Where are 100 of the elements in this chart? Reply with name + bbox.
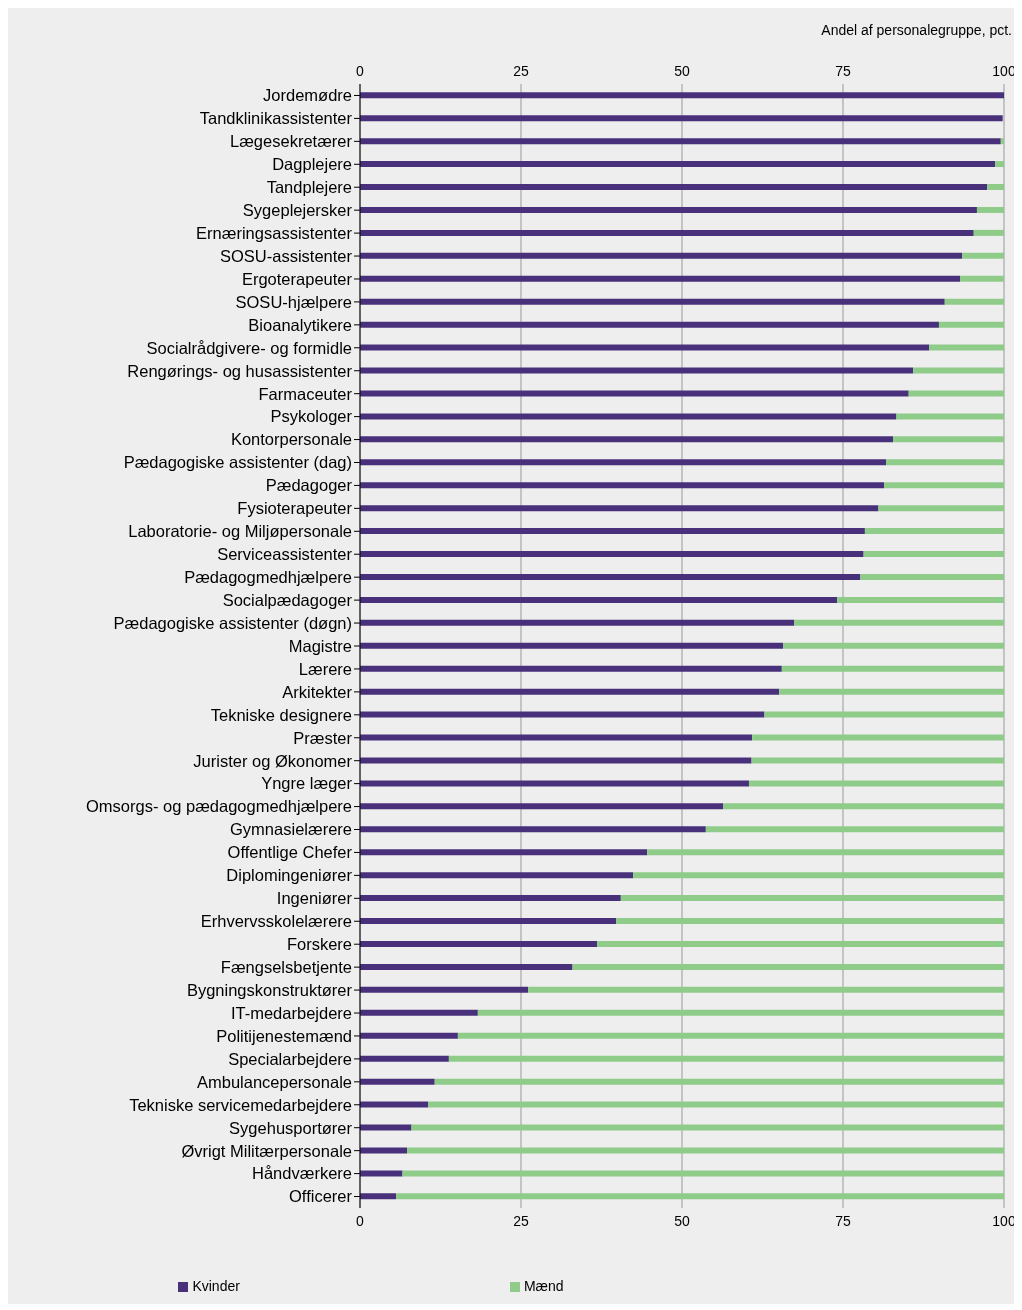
bar (360, 803, 724, 810)
y-tick-label: Officerer (289, 1187, 353, 1206)
bar (878, 505, 1004, 512)
x2-tick-label: 0 (356, 63, 365, 79)
bar (360, 459, 887, 466)
bar (893, 436, 1004, 443)
bar (864, 528, 1004, 535)
x-tick-label: 0 (356, 1212, 365, 1229)
bar (781, 665, 1004, 672)
bar (360, 940, 597, 947)
bar (360, 413, 897, 420)
y-tick-label: Erhvervsskolelærere (200, 912, 352, 931)
bar (616, 918, 1004, 925)
bar (360, 918, 617, 925)
x-tick-label: 50 (674, 1212, 690, 1229)
bar (860, 573, 1004, 580)
bar (913, 367, 1004, 374)
bar (360, 665, 782, 672)
y-tick-label: Ernæringsassistenter (196, 223, 353, 242)
bar (360, 1170, 403, 1177)
bar (896, 413, 1004, 420)
bar (477, 1009, 1004, 1016)
y-tick-label: Pædagogmedhjælpere (184, 568, 352, 587)
bar (360, 229, 974, 236)
bar (929, 344, 1004, 351)
y-tick-label: Sygeplejersker (242, 201, 353, 220)
x-tick-label: 75 (835, 1212, 851, 1229)
bar (987, 184, 1004, 191)
y-tick-label: Pædagogiske assistenter (dag) (123, 453, 352, 472)
bar (837, 596, 1004, 603)
bar (360, 1078, 435, 1085)
bar (360, 92, 1004, 99)
x-axis-title: Andel af personalegruppe, pct. (820, 21, 1013, 40)
bar (448, 1055, 1004, 1062)
bar (973, 229, 1004, 236)
bar (360, 298, 945, 305)
bar (360, 1147, 408, 1154)
bar (884, 482, 1004, 489)
y-tick-label: Gymnasielærere (230, 820, 352, 839)
bar (360, 390, 909, 397)
y-tick-label: Tandplejere (266, 178, 352, 197)
bar (360, 734, 753, 741)
bar (360, 138, 1001, 145)
y-tick-label: Ingeniører (276, 889, 353, 908)
y-tick-label: Pædagogiske assistenter (døgn) (113, 613, 352, 632)
bar (886, 459, 1004, 466)
bar (360, 367, 914, 374)
y-tick-label: Magistre (288, 636, 352, 655)
y-tick-label: Bioanalytikere (248, 315, 352, 334)
bar (360, 505, 879, 512)
bar (723, 803, 1004, 810)
y-tick-label: Dagplejere (272, 155, 352, 174)
bar (748, 780, 1004, 787)
y-tick-label: Specialarbejdere (228, 1049, 352, 1068)
bar (428, 1101, 1004, 1108)
bar (528, 986, 1004, 993)
bar (962, 252, 1004, 259)
y-tick-label: IT-medarbejdere (230, 1003, 352, 1022)
y-tick-label: Håndværkere (252, 1164, 352, 1183)
bar (360, 780, 749, 787)
bar (360, 161, 995, 168)
y-tick-label: Øvrigt Militærpersonale (181, 1141, 352, 1160)
bar (360, 826, 706, 833)
y-tick-label: Ergoterapeuter (241, 269, 353, 288)
bar (705, 826, 1004, 833)
y-tick-label: Kontorpersonale (230, 430, 352, 449)
y-tick-label: Tandklinikassistenter (199, 109, 353, 128)
bar (396, 1193, 1004, 1200)
y-tick-label: Diplomingeniører (226, 866, 353, 885)
x2-tick-label: 50 (674, 63, 690, 79)
y-tick-label: Laboratorie- og Miljøpersonale (128, 522, 352, 541)
bar (360, 184, 988, 191)
y-tick-label: Bygningskonstruktører (186, 980, 353, 999)
bar (794, 619, 1004, 626)
bar (360, 642, 784, 649)
bar (402, 1170, 1004, 1177)
bar (360, 596, 838, 603)
y-tick-label: Farmaceuter (258, 384, 353, 403)
bar (360, 344, 930, 351)
bar (360, 206, 977, 213)
bar (360, 872, 634, 879)
y-tick-label: Fængselsbetjente (220, 958, 352, 976)
y-tick-label: Omsorgs- og pædagogmedhjælpere (86, 797, 352, 816)
x2-tick-label: 75 (835, 63, 851, 79)
y-tick-label: Forskere (286, 935, 352, 954)
bar (360, 275, 961, 282)
y-tick-label: Ambulancepersonale (196, 1072, 352, 1091)
bar (360, 1055, 449, 1062)
y-tick-label: Sygehusportører (229, 1118, 353, 1137)
bar (908, 390, 1004, 397)
y-tick-label: Socialpædagoger (222, 590, 353, 609)
bar (434, 1078, 1004, 1085)
bar (360, 711, 765, 718)
bar (960, 275, 1004, 282)
y-tick-label: Pædagoger (265, 476, 353, 495)
bar (647, 849, 1004, 856)
bar (994, 161, 1004, 168)
bar (360, 252, 963, 259)
bar (779, 688, 1004, 695)
bar (360, 1193, 397, 1200)
